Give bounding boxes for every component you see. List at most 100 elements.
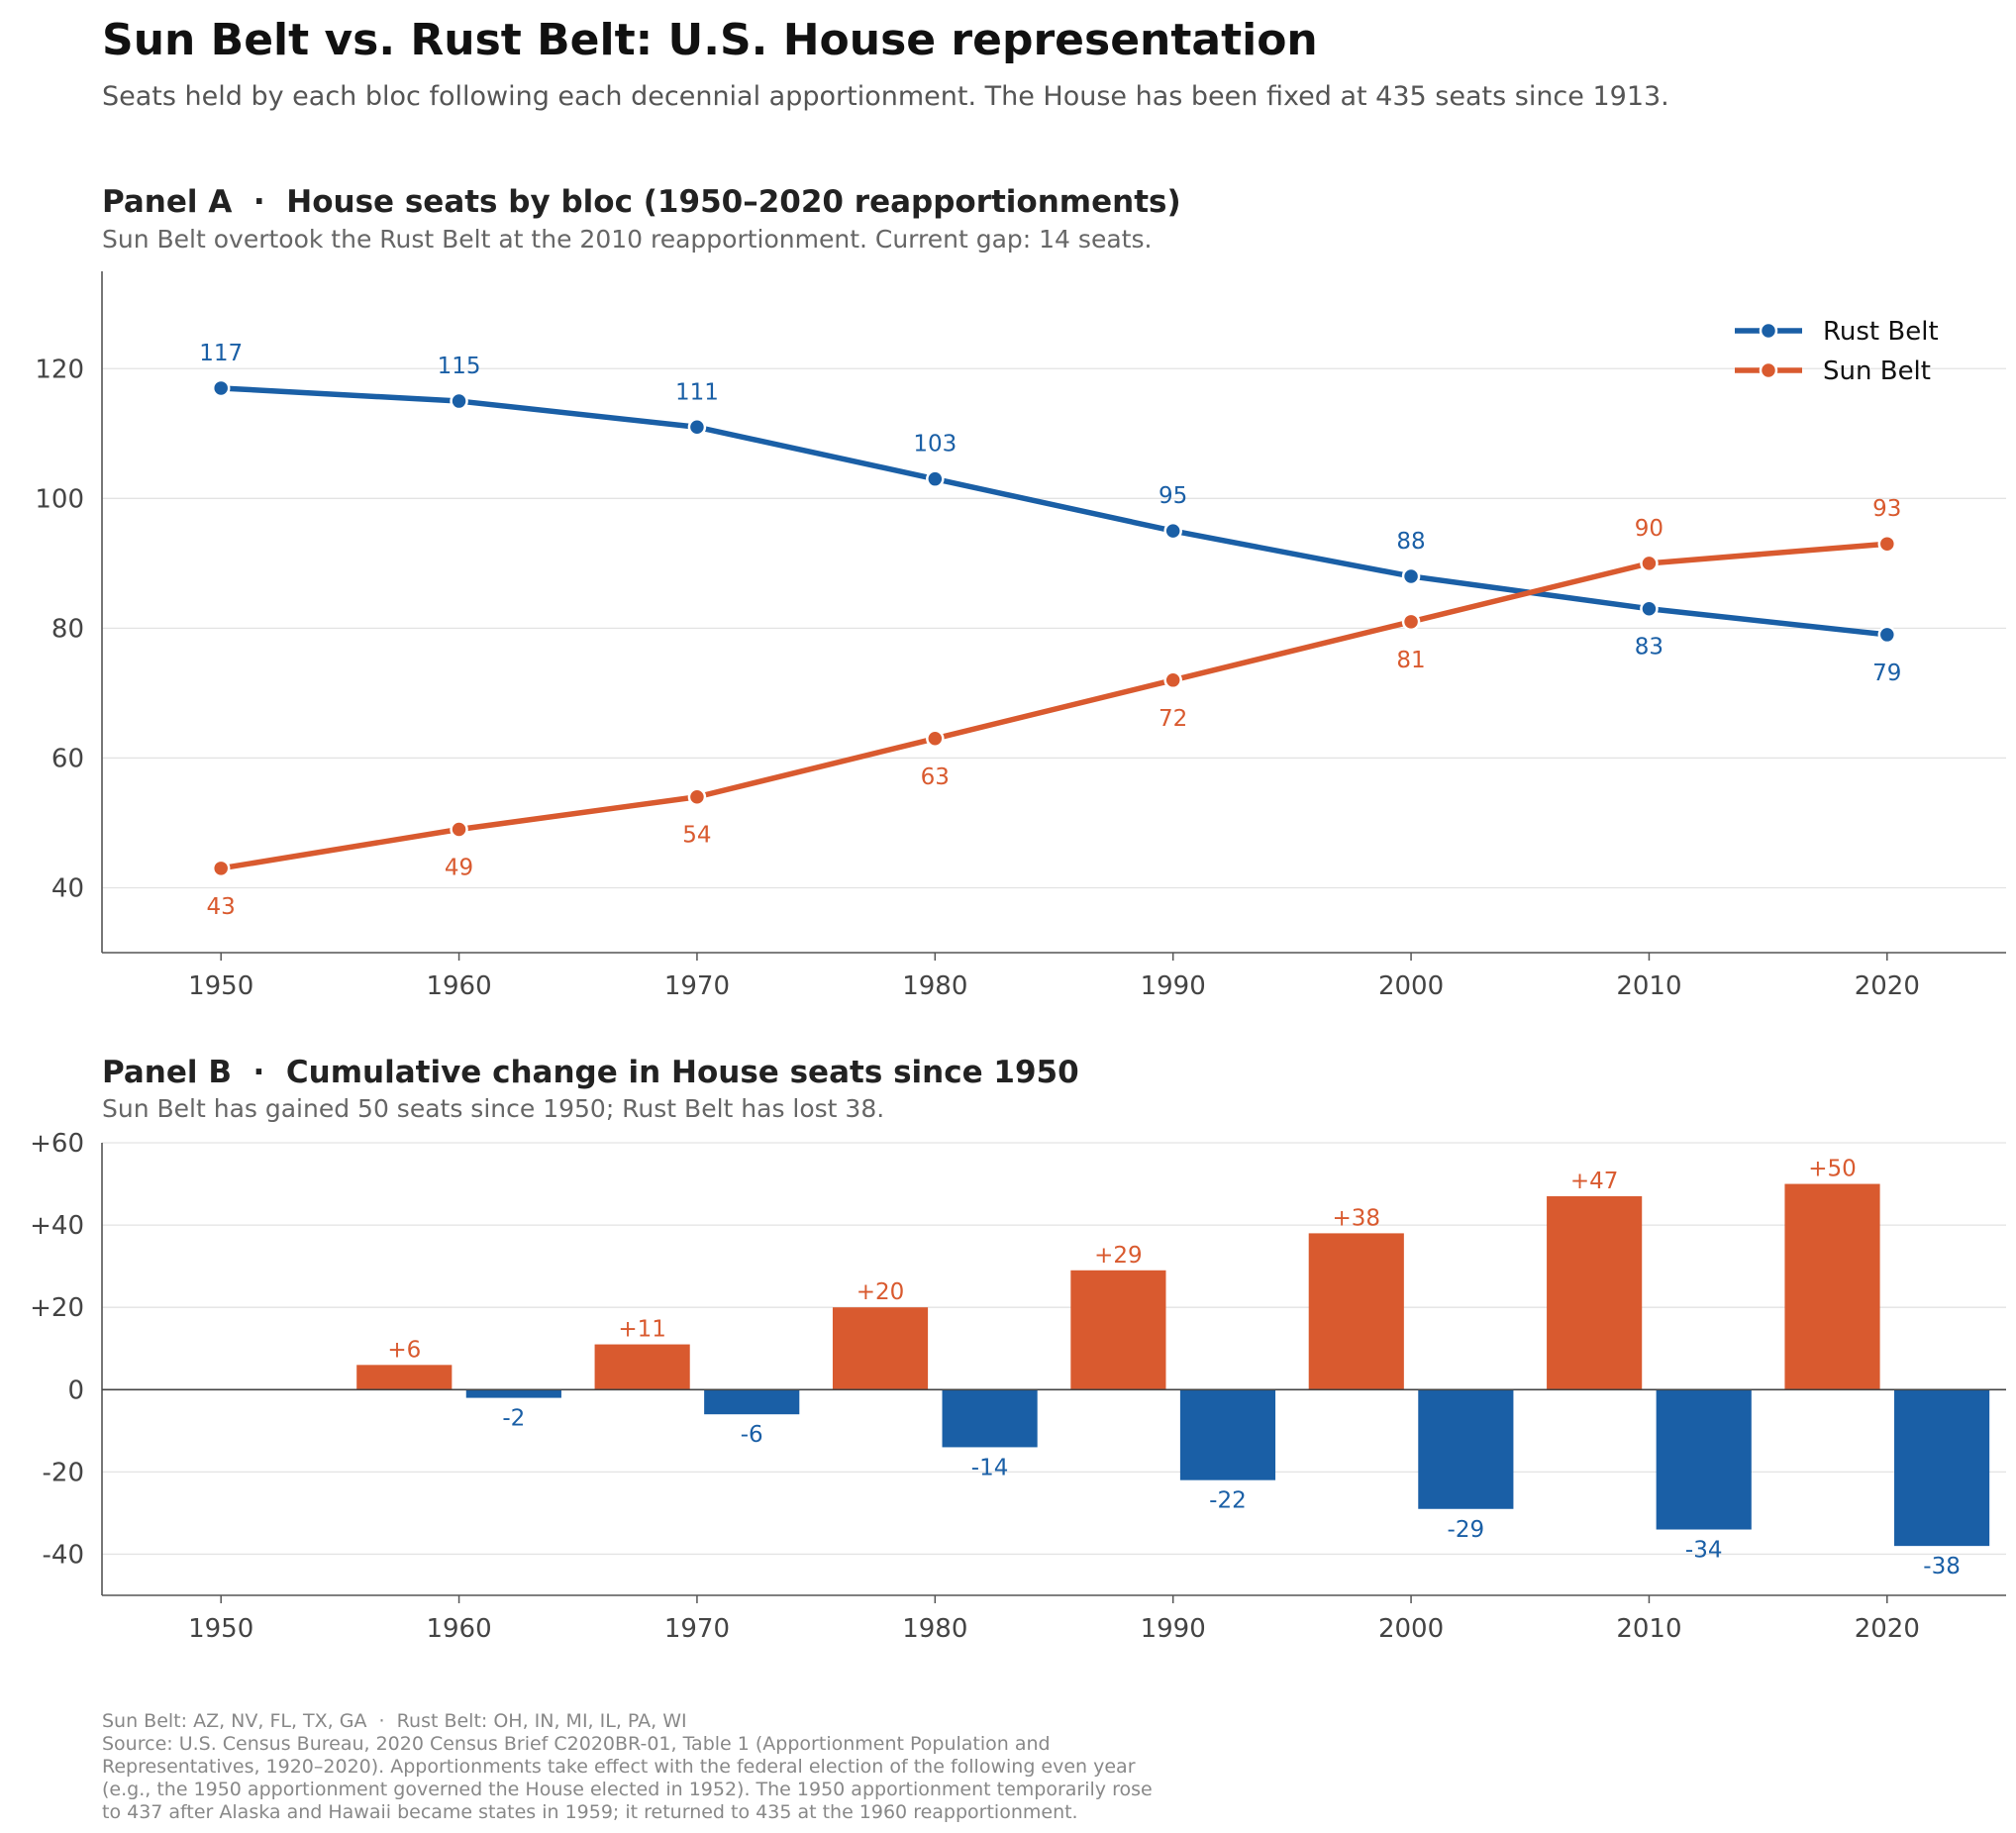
sun-belt-bar-label: +29 bbox=[1094, 1243, 1143, 1269]
sun-belt-point bbox=[687, 787, 707, 806]
sun-belt-bar-label: +47 bbox=[1570, 1169, 1619, 1194]
panel-b-bar-chart: -40 -20 0 +20 +40 +60 1950 1960 1970 1980 1990 2000… bbox=[30, 1129, 2006, 1644]
x-tick-label: 2020 bbox=[1855, 1614, 1920, 1644]
x-tick-label: 1990 bbox=[1141, 971, 1206, 1001]
panel-a-title: Panel A · House seats by bloc (1950–2020… bbox=[102, 184, 1181, 220]
sun-belt-bar bbox=[832, 1307, 929, 1390]
rust-belt-bar-label: -34 bbox=[1685, 1538, 1723, 1564]
x-tick-label: 2010 bbox=[1616, 971, 1681, 1001]
rust-belt-point bbox=[1877, 625, 1897, 645]
x-tick-label: 1950 bbox=[188, 971, 253, 1001]
panel-b-subtitle: Sun Belt has gained 50 seats since 1950;… bbox=[102, 1094, 884, 1123]
x-tick-label: 1980 bbox=[902, 971, 967, 1001]
sun-belt-bar bbox=[1784, 1183, 1880, 1390]
rust-belt-data-label: 103 bbox=[913, 432, 957, 458]
x-tick-label: 2000 bbox=[1378, 971, 1444, 1001]
rust-belt-bar bbox=[1179, 1389, 1276, 1480]
rust-belt-bar-label: -22 bbox=[1209, 1488, 1247, 1514]
sun-belt-bar-label: +38 bbox=[1333, 1205, 1381, 1231]
panel-a-line-chart: 40 60 80 100 120 1950 1960 1970 1980 1990 2000 2010… bbox=[35, 271, 2006, 1001]
rust-belt-bar-label: -14 bbox=[971, 1455, 1009, 1480]
sun-belt-line bbox=[220, 541, 1888, 871]
sun-belt-bar-label: +20 bbox=[857, 1279, 905, 1305]
sun-belt-data-label: 43 bbox=[207, 894, 236, 920]
x-tick-label: 1950 bbox=[188, 1614, 253, 1644]
rust-belt-bar-label: -2 bbox=[502, 1406, 525, 1432]
footer-line: (e.g., the 1950 apportionment governed t… bbox=[102, 1779, 1153, 1800]
y-tick-label: 100 bbox=[35, 484, 84, 514]
sun-belt-bar bbox=[356, 1365, 453, 1390]
x-tick-label: 2000 bbox=[1378, 1614, 1444, 1644]
sun-belt-point bbox=[450, 820, 468, 839]
rust-belt-data-label: 88 bbox=[1396, 529, 1425, 555]
rust-belt-bar bbox=[1656, 1389, 1752, 1530]
rust-belt-bar-label: -38 bbox=[1923, 1554, 1961, 1579]
x-tick-label: 1970 bbox=[664, 971, 730, 1001]
y-tick-label: 60 bbox=[51, 744, 84, 773]
sun-belt-data-label: 54 bbox=[682, 823, 711, 849]
legend-marker-rust bbox=[1759, 321, 1778, 341]
rust-belt-data-label: 117 bbox=[199, 341, 243, 366]
footer-notes: Sun Belt: AZ, NV, FL, TX, GA · Rust Belt… bbox=[102, 1710, 1153, 1823]
footer-line: Sun Belt: AZ, NV, FL, TX, GA · Rust Belt… bbox=[102, 1710, 687, 1732]
x-tick-label: 1980 bbox=[902, 1614, 967, 1644]
x-tick-label: 1960 bbox=[426, 971, 491, 1001]
chart-subtitle: Seats held by each bloc following each d… bbox=[102, 81, 1669, 112]
sun-belt-bar-label: +11 bbox=[618, 1317, 666, 1343]
x-tick-label: 2010 bbox=[1616, 1614, 1681, 1644]
sun-belt-data-label: 90 bbox=[1635, 516, 1663, 542]
sun-belt-point bbox=[1163, 670, 1182, 690]
rust-belt-point bbox=[1401, 566, 1421, 586]
legend-label-sun: Sun Belt bbox=[1823, 356, 1931, 386]
x-tick-label: 1970 bbox=[664, 1614, 730, 1644]
footer-line: to 437 after Alaska and Hawaii became st… bbox=[102, 1801, 1078, 1823]
sun-belt-data-label: 81 bbox=[1396, 648, 1425, 673]
rust-belt-data-label: 111 bbox=[675, 379, 719, 405]
sun-belt-data-label: 93 bbox=[1872, 496, 1901, 522]
rust-belt-point bbox=[1640, 599, 1659, 618]
rust-belt-bar bbox=[704, 1389, 800, 1415]
rust-belt-line bbox=[221, 385, 1888, 638]
sun-belt-point bbox=[1401, 612, 1421, 632]
y-tick-label: 40 bbox=[51, 873, 84, 903]
rust-belt-data-label: 115 bbox=[438, 354, 481, 379]
sun-belt-bar bbox=[1070, 1270, 1166, 1390]
rust-belt-bar-label: -6 bbox=[741, 1422, 763, 1448]
y-tick-label: -40 bbox=[43, 1540, 84, 1570]
y-tick-label: -20 bbox=[43, 1458, 84, 1487]
sun-belt-bar bbox=[1547, 1196, 1643, 1390]
y-tick-label: +60 bbox=[30, 1129, 84, 1159]
rust-belt-point bbox=[211, 378, 231, 398]
chart-title: Sun Belt vs. Rust Belt: U.S. House repre… bbox=[102, 15, 1318, 65]
x-tick-label: 1960 bbox=[426, 1614, 491, 1644]
rust-belt-bar bbox=[1418, 1389, 1514, 1509]
footer-line: Source: U.S. Census Bureau, 2020 Census … bbox=[102, 1733, 1051, 1755]
rust-belt-data-label: 83 bbox=[1635, 635, 1663, 661]
sun-belt-bar-label: +6 bbox=[387, 1337, 421, 1363]
sun-belt-data-label: 63 bbox=[921, 764, 950, 790]
rust-belt-point bbox=[687, 418, 707, 437]
y-tick-label: 120 bbox=[35, 355, 84, 384]
y-tick-label: 80 bbox=[51, 614, 84, 644]
y-tick-label: +40 bbox=[30, 1211, 84, 1241]
sun-belt-point bbox=[926, 729, 945, 749]
legend: Rust Belt Sun Belt bbox=[1735, 317, 1939, 386]
rust-belt-bar bbox=[942, 1389, 1038, 1448]
sun-belt-bar-label: +50 bbox=[1808, 1157, 1857, 1182]
panel-b-title: Panel B · Cumulative change in House sea… bbox=[102, 1055, 1079, 1090]
sun-belt-bar bbox=[594, 1344, 690, 1390]
sun-belt-bar bbox=[1308, 1233, 1404, 1390]
x-tick-label: 2020 bbox=[1855, 971, 1920, 1001]
sun-belt-data-label: 72 bbox=[1159, 706, 1187, 732]
sun-belt-point bbox=[1877, 534, 1897, 554]
panel-a-subtitle: Sun Belt overtook the Rust Belt at the 2… bbox=[102, 225, 1152, 254]
rust-belt-point bbox=[450, 391, 468, 411]
x-tick-label: 1990 bbox=[1141, 1614, 1206, 1644]
rust-belt-point bbox=[1163, 521, 1182, 541]
rust-belt-point bbox=[926, 469, 945, 488]
rust-belt-data-label: 79 bbox=[1872, 661, 1901, 686]
y-tick-label: 0 bbox=[67, 1375, 84, 1405]
rust-belt-bar bbox=[1894, 1389, 1990, 1547]
y-tick-label: +20 bbox=[30, 1293, 84, 1323]
